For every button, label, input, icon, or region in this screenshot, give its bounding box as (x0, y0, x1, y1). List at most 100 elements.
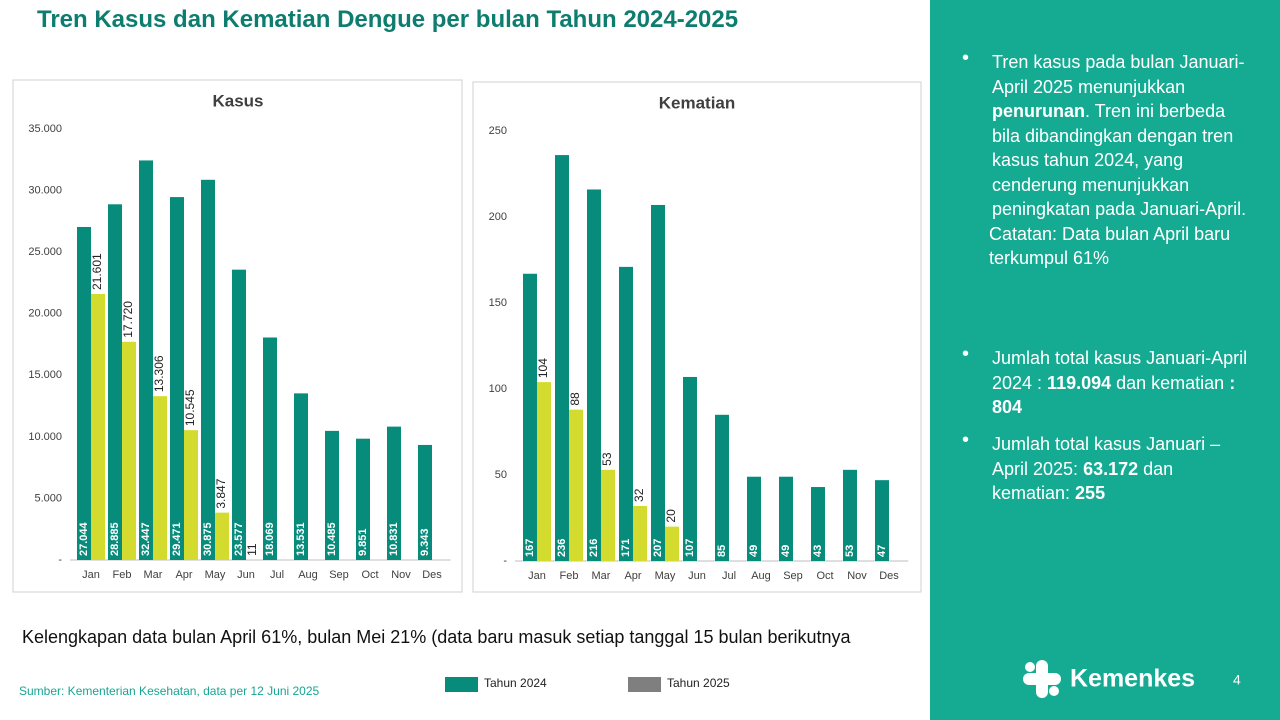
bullet-text: dan kematian: (992, 458, 1174, 504)
x-tick-label: Nov (391, 569, 411, 581)
value-label: 30.875 (202, 522, 214, 556)
x-tick-label: Jun (688, 570, 706, 582)
bar (537, 382, 551, 561)
value-label: 171 (620, 539, 632, 557)
bar (201, 179, 215, 560)
x-tick-label: Des (879, 570, 899, 582)
legend-swatch (445, 677, 478, 692)
x-tick-label: May (205, 569, 226, 581)
legend-label: Tahun 2024 (484, 676, 547, 690)
bullet-text: 255 (1075, 483, 1106, 503)
source: Sumber: Kementerian Kesehatan, data per … (19, 684, 320, 698)
bar (153, 396, 167, 560)
bar (122, 341, 136, 560)
bar (91, 293, 105, 560)
x-tick-label: Aug (298, 569, 318, 581)
bar (587, 189, 601, 562)
value-label: 10.485 (326, 522, 338, 556)
chart-frame (472, 81, 922, 593)
x-tick-label: Des (422, 569, 442, 581)
bullet: Jumlah total kasus Januari – April 2025:… (962, 428, 1254, 506)
y-tick-label: 20.000 (28, 308, 62, 320)
bar (170, 197, 184, 560)
bar (875, 480, 889, 561)
bar (715, 414, 729, 561)
bullet-text: Jumlah total kasus Januari – April 2025: (992, 434, 1221, 479)
x-tick-label: Apr (175, 569, 192, 581)
x-tick-label: Jul (270, 569, 284, 581)
charts: Kasus - 5.000 10.000 15.000 20.000 25.000 30.00… (12, 79, 922, 692)
bullet-text: dan kematian (1111, 372, 1230, 393)
value-label: 107 (684, 539, 696, 557)
bar (651, 204, 665, 561)
x-tick-label: Jul (722, 570, 736, 582)
value-label: 104 (536, 358, 550, 378)
bullet-text: Jumlah total kasus Januari-April 2024 : (992, 348, 1248, 393)
bar (843, 469, 857, 561)
bar (811, 487, 825, 561)
value-label: 167 (524, 539, 536, 557)
logo-layer: Kemenkes 4 (1023, 660, 1241, 698)
logo-icon (1023, 660, 1061, 698)
bullet-text: . Tren ini berbeda bila dibandingkan den… (992, 101, 1247, 219)
value-label: 32.447 (140, 522, 152, 556)
slide-title: Tren Kasus dan Kematian Dengue per bulan… (37, 6, 739, 33)
x-tick-label: Sep (329, 569, 349, 581)
value-label: 43 (812, 545, 824, 557)
bar (77, 226, 91, 560)
value-label: 13.306 (152, 355, 166, 392)
value-label: 236 (556, 539, 568, 557)
x-tick-label: Mar (144, 569, 163, 581)
bar (184, 430, 198, 560)
value-label: 9.851 (357, 528, 369, 556)
bar (619, 266, 633, 561)
bar (294, 393, 308, 560)
value-label: 49 (748, 545, 760, 557)
y-tick-label: - (58, 554, 62, 566)
bar (215, 512, 229, 560)
bar (569, 409, 583, 561)
bar (356, 438, 370, 560)
chart-frame (12, 79, 463, 593)
value-label: 21.601 (90, 253, 104, 290)
logo-text: Kemenkes (1070, 665, 1195, 693)
legend-swatch (628, 677, 661, 692)
bar (633, 505, 647, 561)
x-tick-label: Sep (783, 570, 803, 582)
bullet-text: penurunan (992, 101, 1085, 121)
bullet-text: : 804 (992, 372, 1236, 418)
y-tick-label: 35.000 (28, 123, 62, 135)
value-label: 9.343 (419, 528, 431, 556)
bar (232, 269, 246, 560)
bar (108, 204, 122, 560)
bullet-note: Catatan: Data bulan April baru terkumpul… (989, 223, 1231, 269)
value-label: 17.720 (121, 301, 135, 338)
x-tick-label: Oct (816, 570, 833, 582)
x-tick-label: Jan (528, 570, 546, 582)
value-label: 11 (245, 543, 259, 556)
bar (601, 469, 615, 561)
bar (387, 426, 401, 560)
x-tick-label: Mar (592, 570, 611, 582)
y-tick-label: 250 (489, 125, 507, 137)
value-label: 28.885 (109, 522, 121, 556)
y-tick-label: 50 (495, 469, 507, 481)
bar (747, 476, 761, 561)
x-tick-label: Feb (560, 570, 579, 582)
value-label: 53 (844, 545, 856, 557)
bar (523, 273, 537, 561)
bullet-text: Tren kasus pada bulan Januari-April 2025… (992, 52, 1245, 97)
data-note: Kelengkapan data bulan April 61%, bulan … (22, 627, 851, 647)
value-label: 13.531 (295, 522, 307, 556)
x-tick-label: Feb (113, 569, 132, 581)
bar (683, 376, 697, 561)
value-label: 10.831 (388, 522, 400, 556)
y-tick-label: 10.000 (28, 431, 62, 443)
chart-title: Kasus (212, 91, 263, 110)
value-label: 27.044 (78, 521, 90, 556)
value-label: 49 (780, 545, 792, 557)
x-tick-label: May (655, 570, 676, 582)
bar (139, 160, 153, 561)
value-label: 216 (588, 539, 600, 557)
